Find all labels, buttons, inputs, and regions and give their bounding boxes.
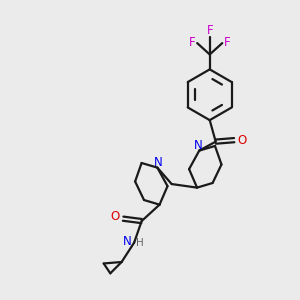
Text: N: N (123, 235, 131, 248)
Text: N: N (194, 139, 203, 152)
Text: O: O (111, 210, 120, 224)
Text: O: O (237, 134, 247, 147)
Text: F: F (189, 36, 195, 49)
Text: F: F (206, 24, 213, 37)
Text: N: N (154, 156, 163, 169)
Text: H: H (136, 238, 143, 248)
Text: F: F (224, 36, 231, 49)
